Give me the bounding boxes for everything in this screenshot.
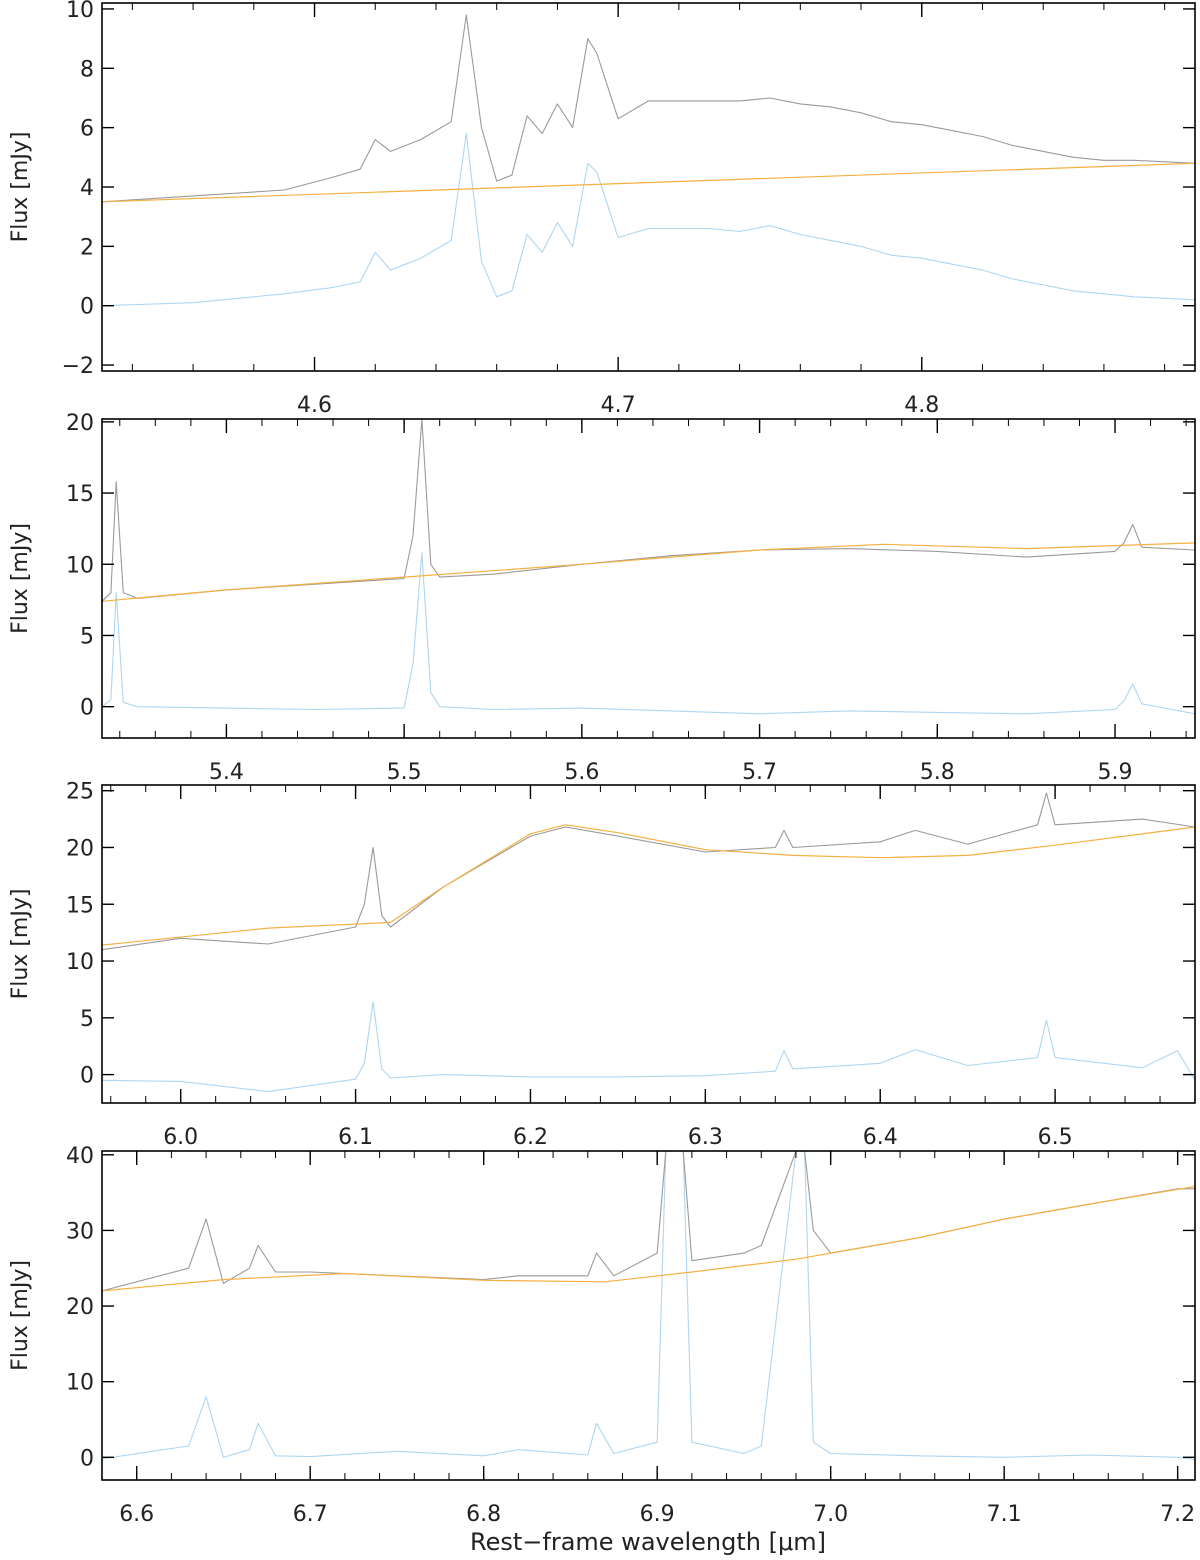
x-tick-label: 5.8 [920,760,955,785]
y-tick-label: 30 [66,1219,94,1244]
y-tick-label: 6 [80,117,94,142]
panel-frame [101,2,1196,372]
y-tick-label: 20 [66,411,94,436]
x-tick-label: 5.9 [1098,760,1133,785]
y-tick-label: 5 [80,624,94,649]
y-tick-label: 0 [80,1064,94,1089]
panel-frame [101,784,1196,1104]
y-tick-label: 0 [80,1446,94,1471]
series-data-panel-2 [102,419,1195,602]
series-residual-panel-2 [102,552,1195,715]
y-axis-label: Flux [mJy] [8,889,33,1000]
y-axis-label: Flux [mJy] [8,1260,33,1371]
x-tick-label: 6.4 [863,1125,898,1150]
y-axis-label: Flux [mJy] [8,132,33,243]
y-tick-label: 0 [80,295,94,320]
panel-2: 0 5 10 15 20 5.4 5.5 5.6 5.7 5.8 5.9 Flux [mJy] [8,411,1196,785]
series-data-panel-4 [102,1151,1195,1292]
panel-frame [101,1150,1196,1481]
x-tick-label: 4.7 [601,393,636,418]
x-tick-label: 5.5 [387,760,422,785]
panel-frame [101,418,1196,739]
series-data-panel-3 [102,792,1195,951]
y-tick-label: 20 [66,1295,94,1320]
series-model-panel-4 [102,1185,1195,1292]
y-tick-label: 10 [66,1371,94,1396]
series-residual-panel-4 [102,1151,1195,1461]
y-tick-label: 15 [66,893,94,918]
x-tick-label: 6.2 [513,1125,548,1150]
series-residual-panel-1 [102,133,1195,307]
y-tick-label: 4 [80,176,94,201]
series-data-panel-1 [102,14,1195,203]
x-tick-label: 6.8 [466,1502,501,1527]
panel-3: 0 5 10 15 20 25 6.0 6.1 6.2 6.3 6.4 6.5 Flux [mJy] [8,780,1196,1150]
y-tick-label: 10 [66,553,94,578]
x-tick-label: 7.1 [987,1502,1022,1527]
x-tick-label: 6.5 [1038,1125,1073,1150]
x-tick-label: 6.6 [119,1502,154,1527]
y-tick-label: 15 [66,482,94,507]
y-tick-label: 40 [66,1144,94,1169]
x-tick-label: 4.6 [297,393,332,418]
y-tick-label: −2 [62,354,94,379]
y-axis-label: Flux [mJy] [8,523,33,634]
y-tick-label: 20 [66,836,94,861]
x-axis-label: Rest−frame wavelength [μm] [470,1528,826,1556]
x-tick-label: 6.1 [338,1125,373,1150]
x-tick-label: 7.0 [813,1502,848,1527]
series-model-panel-1 [102,162,1195,203]
y-tick-label: 5 [80,1007,94,1032]
x-tick-label: 5.6 [564,760,599,785]
series-residual-panel-3 [102,1001,1195,1093]
series-model-panel-2 [102,542,1195,602]
y-tick-label: 25 [66,780,94,805]
x-tick-label: 5.4 [209,760,244,785]
x-tick-label: 6.3 [688,1125,723,1150]
series-model-panel-3 [102,824,1195,946]
x-tick-label: 7.2 [1160,1502,1195,1527]
y-tick-label: 0 [80,696,94,721]
y-tick-label: 10 [66,950,94,975]
x-tick-label: 6.7 [293,1502,328,1527]
y-tick-label: 8 [80,57,94,82]
x-tick-label: 5.7 [742,760,777,785]
x-tick-label: 6.9 [640,1502,675,1527]
x-tick-label: 4.8 [904,393,939,418]
y-tick-label: 10 [66,0,94,23]
panel-1: −2 0 2 4 6 8 10 4.6 4.7 4.8 Flux [mJy] [8,0,1196,418]
y-tick-label: 2 [80,235,94,260]
x-tick-label: 6.0 [163,1125,198,1150]
panel-4: 0 10 20 30 40 6.6 6.7 6.8 6.9 7.0 7.1 7.2 Flux [mJy] [8,1144,1196,1527]
